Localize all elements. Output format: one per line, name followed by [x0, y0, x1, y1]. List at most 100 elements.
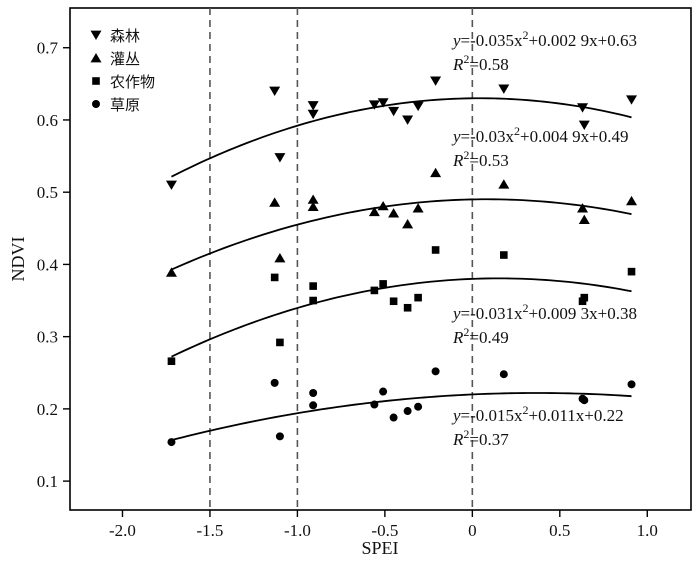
data-point: [626, 95, 638, 105]
fit-equation: y=-0.035x2+0.002 9x+0.63: [451, 28, 637, 50]
data-point: [577, 203, 589, 213]
x-axis: -2.0 -1.5 -1.0 -0.5 0 0.5 1.0: [109, 510, 658, 540]
r-symbol: R: [452, 55, 464, 74]
equation-y: y: [451, 127, 461, 146]
legend-label: 草原: [110, 96, 140, 114]
r-squared-value: =0.58: [469, 55, 508, 74]
data-point: [414, 293, 422, 302]
data-point: [430, 76, 442, 86]
data-point: [499, 370, 508, 379]
x-tick-label: -0.5: [371, 521, 398, 540]
y-tick-label: 0.1: [37, 472, 58, 491]
data-point: [412, 101, 424, 112]
data-point: [368, 206, 380, 217]
r-symbol: R: [452, 328, 464, 347]
data-point: [389, 297, 398, 306]
y-axis-title: NDVI: [8, 237, 28, 282]
data-point: [270, 273, 279, 282]
y-tick-label: 0.6: [37, 111, 58, 130]
r-squared-value: =0.49: [469, 328, 508, 347]
data-point: [269, 197, 281, 207]
equation-rest: +0.009 3x+0.38: [529, 304, 637, 323]
data-point: [309, 296, 317, 305]
data-point: [377, 98, 389, 108]
equation-exponent: 2: [523, 28, 529, 42]
r-exponent: 2: [463, 325, 469, 339]
data-point: [578, 120, 590, 130]
fit-curve: [171, 198, 632, 271]
data-point: [498, 179, 510, 189]
legend-label: 森林: [110, 27, 140, 45]
data-points: [165, 76, 638, 447]
r-exponent: 2: [463, 427, 469, 441]
fit-curves: [171, 97, 632, 442]
legend-label: 农作物: [110, 73, 155, 91]
y-tick-label: 0.5: [37, 183, 58, 202]
r-squared: R2=0.37: [452, 427, 509, 449]
data-point: [377, 200, 389, 211]
r-squared: R2=0.53: [452, 148, 509, 170]
data-point: [430, 167, 442, 178]
equation-y: y: [451, 406, 461, 425]
legend-marker: [92, 77, 100, 85]
data-point: [269, 86, 281, 97]
data-point: [307, 101, 319, 111]
data-point: [165, 267, 177, 277]
data-point: [274, 252, 286, 263]
plot-frame: [69, 7, 692, 511]
data-point: [309, 401, 318, 410]
data-point: [275, 432, 284, 441]
data-point: [165, 180, 177, 190]
data-point: [368, 100, 380, 110]
legend-marker: [90, 53, 102, 63]
data-point: [379, 387, 388, 396]
fit-equation: y=-0.031x2+0.009 3x+0.38: [451, 301, 637, 323]
fit-curve: [171, 97, 632, 178]
legend-marker: [92, 100, 100, 108]
x-tick-label: 1.0: [637, 521, 658, 540]
data-point: [580, 396, 589, 405]
r-symbol: R: [452, 430, 464, 449]
x-tick-label: 0: [468, 521, 477, 540]
data-point: [274, 153, 286, 163]
x-tick-label: -1.0: [284, 521, 311, 540]
data-point: [389, 413, 398, 422]
data-point: [431, 367, 440, 376]
r-symbol: R: [452, 151, 464, 170]
y-tick-label: 0.4: [37, 255, 59, 274]
fit-equations: y=-0.035x2+0.002 9x+0.63R2=0.58y=-0.03x2…: [451, 28, 637, 449]
y-axis: 0.1 0.2 0.3 0.4 0.5 0.6 0.7: [37, 39, 70, 491]
data-point: [307, 109, 319, 120]
data-point: [498, 84, 510, 94]
data-point: [580, 293, 589, 302]
data-point: [270, 378, 279, 387]
equation-rest: +0.002 9x+0.63: [529, 31, 637, 50]
data-point: [577, 103, 589, 113]
y-tick-label: 0.7: [37, 39, 59, 58]
fit-equation: y=-0.03x2+0.004 9x+0.49: [451, 124, 628, 146]
data-point: [388, 208, 400, 218]
data-point: [167, 438, 176, 447]
x-tick-label: 0.5: [549, 521, 570, 540]
data-point: [412, 203, 424, 213]
data-point: [578, 214, 590, 225]
equation-exponent: 2: [514, 124, 520, 138]
data-point: [370, 400, 379, 409]
data-point: [307, 201, 319, 212]
r-exponent: 2: [463, 148, 469, 162]
r-squared-value: =0.37: [469, 430, 509, 449]
data-point: [388, 106, 400, 117]
equation-main: =-0.015x: [461, 406, 523, 425]
reference-lines: [209, 8, 474, 510]
data-point: [402, 115, 414, 125]
equation-y: y: [451, 304, 461, 323]
fit-equation: y=-0.015x2+0.011x+0.22: [451, 403, 624, 425]
data-point: [403, 303, 412, 312]
data-point: [307, 194, 319, 204]
fit-curve: [171, 277, 632, 358]
data-point: [309, 388, 318, 397]
data-point: [379, 280, 387, 288]
equation-exponent: 2: [523, 301, 529, 315]
equation-main: =-0.031x: [461, 304, 523, 323]
